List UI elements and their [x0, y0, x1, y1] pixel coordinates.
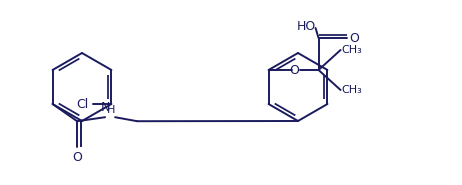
Text: O: O — [72, 151, 82, 164]
Text: CH₃: CH₃ — [341, 45, 362, 55]
Text: HO: HO — [296, 19, 316, 33]
Text: Cl: Cl — [76, 97, 88, 110]
Text: CH₃: CH₃ — [341, 85, 362, 95]
Text: N: N — [100, 101, 110, 114]
Text: H: H — [107, 105, 116, 115]
Text: O: O — [290, 63, 299, 77]
Text: O: O — [350, 31, 359, 45]
